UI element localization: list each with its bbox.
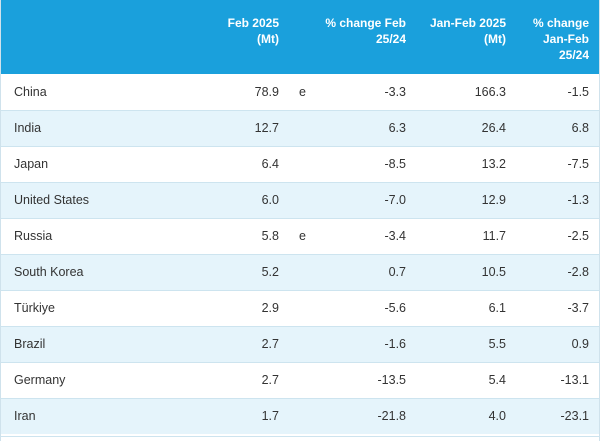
cell-jan-feb-2025: 166.3 <box>474 84 506 99</box>
cell-feb-2025: 2.7 <box>261 337 279 351</box>
header-pct-change-feb: % change Feb 25/24 <box>325 16 406 46</box>
cell-pct-change-jan-feb: -13.1 <box>560 373 590 387</box>
cell-jan-feb-2025: 11.7 <box>482 229 506 243</box>
cell-feb-2025: 78.9 <box>254 84 279 99</box>
cell-jan-feb-2025: 10.5 <box>481 265 506 279</box>
cell-jan-feb-2025: 5.4 <box>488 373 506 387</box>
cell-estimate-flag <box>281 290 314 326</box>
table-row: Brazil 2.7 -1.6 5.5 0.9 <box>1 326 599 362</box>
cell-pct-change-feb: 0.7 <box>388 265 406 279</box>
cell-feb-2025: 6.0 <box>261 193 279 207</box>
cell-pct-change-feb: -21.8 <box>377 409 407 424</box>
cell-pct-change-feb: -1.6 <box>384 337 406 351</box>
header-flag-spacer <box>281 0 314 74</box>
table-row: South Korea 5.2 0.7 10.5 -2.8 <box>1 254 599 290</box>
cell-feb-2025: 5.8 <box>261 229 279 243</box>
cell-jan-feb-2025: 26.4 <box>481 121 506 135</box>
cell-feb-2025: 6.4 <box>261 157 279 171</box>
cell-pct-change-jan-feb: -23.1 <box>560 409 590 424</box>
header-country <box>1 0 194 74</box>
cell-estimate-flag <box>281 398 314 434</box>
table-row: Germany 2.7 -13.5 5.4 -13.1 <box>1 362 599 398</box>
cell-pct-change-jan-feb: 0.9 <box>571 337 589 351</box>
cell-estimate-flag: e <box>299 84 306 99</box>
cell-country: Iran <box>14 409 36 424</box>
cell-estimate-flag <box>281 254 314 290</box>
cell-pct-change-feb: 6.3 <box>388 121 406 135</box>
cell-pct-change-feb: -7.0 <box>384 193 406 207</box>
cell-country: Germany <box>14 373 66 387</box>
cell-jan-feb-2025: 6.1 <box>488 301 506 315</box>
cell-country: India <box>14 121 42 135</box>
cell-jan-feb-2025: 12.9 <box>481 193 506 207</box>
cell-pct-change-feb: -3.3 <box>384 84 406 99</box>
cell-estimate-flag <box>281 182 314 218</box>
cell-country: Brazil <box>14 337 46 351</box>
cell-feb-2025: 1.7 <box>261 409 279 424</box>
cell-country: Japan <box>14 157 49 171</box>
cell-pct-change-jan-feb: -1.3 <box>567 193 589 207</box>
cell-country: Türkiye <box>14 301 55 315</box>
cell-estimate-flag <box>281 362 314 398</box>
cell-pct-change-jan-feb: -3.7 <box>567 301 589 315</box>
header-jan-feb-2025: Jan-Feb 2025 (Mt) <box>429 16 506 46</box>
cell-jan-feb-2025: 5.5 <box>488 337 506 351</box>
header-feb-2025: Feb 2025 (Mt) <box>227 16 279 46</box>
cell-feb-2025: 12.7 <box>254 121 279 135</box>
table-body: China 78.9 e -3.3 166.3 -1.5 India 12.7 … <box>1 74 599 434</box>
cell-jan-feb-2025: 13.2 <box>481 157 506 171</box>
cell-country: Russia <box>14 229 53 243</box>
cell-feb-2025: 2.7 <box>261 373 279 387</box>
table-row: United States 6.0 -7.0 12.9 -1.3 <box>1 182 599 218</box>
cell-country: China <box>14 84 47 99</box>
table-row: Japan 6.4 -8.5 13.2 -7.5 <box>1 146 599 182</box>
table-row: Russia 5.8 e -3.4 11.7 -2.5 <box>1 218 599 254</box>
table-row: China 78.9 e -3.3 166.3 -1.5 <box>1 74 599 110</box>
cell-pct-change-feb: -8.5 <box>384 157 406 171</box>
cell-jan-feb-2025: 4.0 <box>488 409 506 424</box>
table-header-row: Feb 2025 (Mt) % change Feb 25/24 Jan-Feb 2… <box>1 0 599 74</box>
cell-estimate-flag: e <box>299 229 306 243</box>
table-bottom-border <box>1 436 599 437</box>
cell-pct-change-jan-feb: -2.8 <box>567 265 589 279</box>
cell-country: United States <box>14 193 90 207</box>
cell-estimate-flag <box>281 110 314 146</box>
cell-pct-change-feb: -5.6 <box>384 301 406 315</box>
cell-feb-2025: 2.9 <box>261 301 279 315</box>
cell-estimate-flag <box>281 326 314 362</box>
cell-feb-2025: 5.2 <box>261 265 279 279</box>
cell-pct-change-jan-feb: 6.8 <box>571 121 589 135</box>
cell-pct-change-jan-feb: -2.5 <box>567 229 589 243</box>
table-row: India 12.7 6.3 26.4 6.8 <box>1 110 599 146</box>
cell-pct-change-feb: -3.4 <box>384 229 406 243</box>
table-row: Iran 1.7 -21.8 4.0 -23.1 <box>1 398 599 434</box>
cell-country: South Korea <box>14 265 84 279</box>
table-row: Türkiye 2.9 -5.6 6.1 -3.7 <box>1 290 599 326</box>
cell-estimate-flag <box>281 146 314 182</box>
header-pct-change-jan-feb: % change Jan-Feb 25/24 <box>532 16 589 62</box>
cell-pct-change-feb: -13.5 <box>377 373 407 387</box>
cell-pct-change-jan-feb: -1.5 <box>567 84 589 99</box>
cell-pct-change-jan-feb: -7.5 <box>567 157 589 171</box>
